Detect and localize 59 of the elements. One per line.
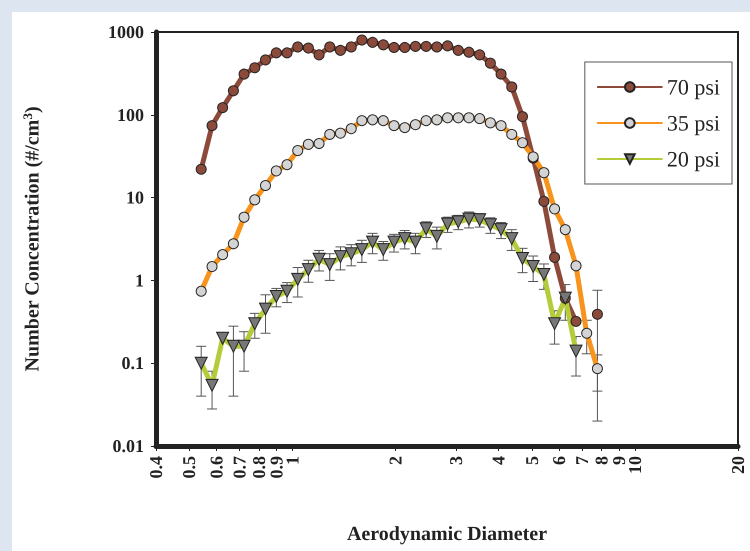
y-tick-label: 0.1 bbox=[122, 353, 144, 374]
point bbox=[431, 41, 442, 52]
y-tick-label: 1000 bbox=[108, 22, 144, 42]
point bbox=[346, 41, 357, 52]
point bbox=[452, 44, 464, 56]
x-tick-label: 4 bbox=[488, 456, 509, 465]
x-tick-label: 0.5 bbox=[179, 456, 200, 478]
x-tick-label: 5 bbox=[522, 456, 542, 465]
x-tick-label: 2 bbox=[385, 456, 406, 465]
x-tick-label: 7 bbox=[572, 456, 592, 465]
point bbox=[420, 40, 432, 52]
y-tick-label: 0.01 bbox=[112, 436, 144, 456]
point bbox=[302, 42, 314, 54]
y-axis-title: Number Concentration (#/cm3) bbox=[20, 106, 44, 372]
point bbox=[410, 40, 421, 52]
point bbox=[484, 58, 496, 69]
legend-label: 20 psi bbox=[666, 146, 720, 172]
x-tick-label: 6 bbox=[548, 456, 569, 465]
point bbox=[592, 308, 603, 320]
x-tick-label: 8 bbox=[592, 456, 612, 465]
y-tick-label: 100 bbox=[117, 104, 144, 125]
point bbox=[334, 44, 346, 56]
point bbox=[228, 85, 239, 96]
point bbox=[399, 42, 410, 53]
point bbox=[217, 102, 228, 114]
legend-label: 35 psi bbox=[666, 110, 720, 136]
point bbox=[570, 316, 582, 327]
point bbox=[538, 196, 550, 207]
x-tick-label: 0.8 bbox=[249, 456, 270, 478]
x-tick-label: 20 bbox=[728, 456, 748, 474]
point bbox=[367, 36, 378, 48]
x-tick-label: 0.6 bbox=[206, 456, 226, 478]
point bbox=[270, 47, 282, 58]
y-tick-label: 10 bbox=[126, 188, 144, 208]
point bbox=[292, 41, 304, 52]
point bbox=[314, 49, 325, 60]
point bbox=[506, 81, 518, 92]
point bbox=[356, 34, 368, 46]
point bbox=[496, 68, 507, 80]
point bbox=[324, 41, 336, 52]
point bbox=[388, 42, 400, 53]
point bbox=[549, 252, 560, 263]
point bbox=[238, 68, 250, 80]
point bbox=[196, 164, 207, 175]
point bbox=[378, 39, 389, 50]
x-tick-label: 0.4 bbox=[146, 456, 166, 478]
legend-label: 70 psi bbox=[666, 74, 720, 100]
point bbox=[474, 49, 486, 60]
x-axis-title: Aerodynamic Diameter bbox=[346, 523, 548, 545]
point bbox=[282, 47, 293, 58]
point bbox=[260, 54, 271, 66]
point bbox=[517, 111, 528, 122]
x-tick-label: 3 bbox=[446, 456, 466, 465]
x-tick-label: 0.7 bbox=[229, 456, 250, 478]
point bbox=[206, 120, 218, 132]
y-tick-label: 1 bbox=[135, 270, 144, 290]
point bbox=[463, 46, 474, 58]
point bbox=[249, 62, 260, 74]
point bbox=[442, 40, 454, 52]
